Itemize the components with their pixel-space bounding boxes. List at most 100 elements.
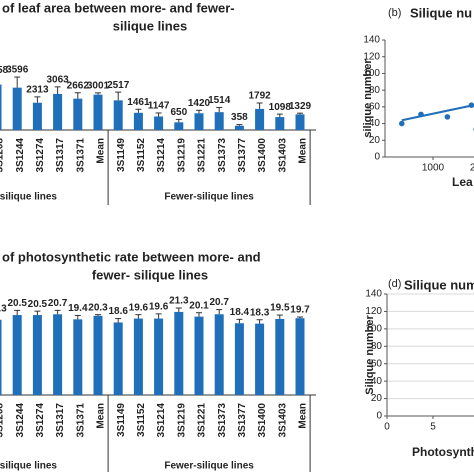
bar xyxy=(234,125,244,130)
scatter-point xyxy=(399,120,405,127)
x-tick-label: Mean xyxy=(298,403,309,429)
chart-title: of leaf area between more- and fewer- xyxy=(2,0,235,15)
y-tick-label: 100 xyxy=(363,68,380,79)
value-label: 18.3 xyxy=(250,307,270,318)
scatter-point xyxy=(444,114,451,120)
x-tick-label: 3S1274 xyxy=(35,138,46,173)
x-tick-label: 3S1208 xyxy=(0,138,6,173)
x-tick-label: 3S1152 xyxy=(136,403,147,437)
value-label: 20.5 xyxy=(7,298,27,309)
value-label: 2662 xyxy=(67,80,90,91)
x-tick-label: 3S1403 xyxy=(277,403,288,438)
value-label: 1461 xyxy=(127,97,150,108)
bar xyxy=(194,316,204,395)
x-tick-label: 3S1214 xyxy=(156,138,167,173)
x-tick-label: 3S1377 xyxy=(237,403,248,438)
value-label: 650 xyxy=(170,107,187,118)
x-axis-label: Lea xyxy=(452,175,473,189)
x-tick-label: 3S1403 xyxy=(277,138,288,173)
bar xyxy=(154,116,164,130)
bar xyxy=(255,108,265,130)
x-tick-label: 3S1373 xyxy=(217,403,228,438)
panel-label: (b) xyxy=(388,7,401,19)
chart-title: Silique nu xyxy=(410,5,472,20)
bar xyxy=(295,114,305,130)
x-tick-label: 3S1149 xyxy=(116,403,127,437)
x-tick-label: 3S1373 xyxy=(217,138,228,173)
value-label: 19.3 xyxy=(0,303,7,314)
value-label: 2313 xyxy=(26,85,49,96)
y-tick-label: 0 xyxy=(376,411,382,422)
value-label: 20.7 xyxy=(48,298,68,309)
bar xyxy=(295,318,305,395)
y-tick-label: 120 xyxy=(363,51,380,62)
x-tick-label: Mean xyxy=(298,138,309,164)
value-label: 3858 xyxy=(0,65,9,76)
x-tick-label: 2000 xyxy=(470,163,474,174)
x-tick-label: 3S1149 xyxy=(116,138,127,172)
x-tick-label: 3S1317 xyxy=(55,138,66,173)
value-label: 20.7 xyxy=(209,297,229,308)
value-label: 1792 xyxy=(248,91,271,102)
x-tick-label: 3S1274 xyxy=(35,403,46,438)
x-tick-label: 3S1152 xyxy=(136,138,147,172)
y-tick-label: 120 xyxy=(365,306,382,317)
y-tick-label: 0 xyxy=(374,152,380,163)
bar xyxy=(73,319,83,395)
group-label: More-silique lines xyxy=(0,192,57,203)
value-label: 19.6 xyxy=(129,302,149,313)
bar xyxy=(133,112,143,130)
bar xyxy=(32,102,42,130)
bar xyxy=(154,318,164,395)
x-tick-label: 3S1214 xyxy=(156,403,167,438)
bar xyxy=(275,117,285,130)
x-tick-label: 3S1371 xyxy=(75,138,86,173)
x-tick-label: 3S1371 xyxy=(75,403,86,438)
scatter-point xyxy=(418,111,424,118)
y-tick-label: 80 xyxy=(369,85,381,96)
group-label: Fewer-silique lines xyxy=(164,461,254,472)
bar xyxy=(53,93,63,130)
value-label: 19.7 xyxy=(290,305,310,316)
x-tick-label: 3S1244 xyxy=(15,138,26,173)
bar xyxy=(32,315,42,395)
x-tick-label: 1000 xyxy=(422,163,445,174)
x-tick-label: 3S1219 xyxy=(176,403,187,438)
bar xyxy=(113,100,123,130)
y-tick-label: 20 xyxy=(369,135,381,146)
value-label: 19.5 xyxy=(270,303,290,314)
bar xyxy=(174,311,184,395)
group-label: More-silique lines xyxy=(0,461,57,472)
value-label: 358 xyxy=(231,112,248,123)
x-tick-label: 3S1400 xyxy=(257,403,268,438)
value-label: 1147 xyxy=(148,101,170,112)
y-tick-label: 40 xyxy=(369,118,381,129)
y-tick-label: 40 xyxy=(371,376,383,387)
value-label: 2517 xyxy=(107,80,130,91)
x-tick-label: 3S1219 xyxy=(176,138,187,173)
group-label: Fewer-silique lines xyxy=(164,192,254,203)
y-tick-label: 80 xyxy=(371,341,383,352)
bar xyxy=(12,87,22,130)
y-tick-label: 20 xyxy=(371,393,383,404)
bar xyxy=(0,319,2,395)
x-tick-label: Mean xyxy=(96,138,107,164)
bar xyxy=(194,113,204,130)
chart-title: fewer- silique lines xyxy=(92,267,208,282)
bar xyxy=(255,323,265,395)
x-tick-label: 3S1244 xyxy=(15,403,26,438)
bar xyxy=(234,323,244,395)
value-label: 1329 xyxy=(289,101,312,112)
y-tick-label: 60 xyxy=(371,358,383,369)
value-label: 19.6 xyxy=(149,302,169,313)
value-label: 19.4 xyxy=(68,303,88,314)
bar xyxy=(73,98,83,130)
bar xyxy=(53,314,63,395)
chart-title: silique lines xyxy=(113,18,187,33)
x-tick-label: 5 xyxy=(430,422,436,433)
bar xyxy=(133,318,143,395)
x-tick-label: 3S1221 xyxy=(197,138,208,173)
x-tick-label: 3S1221 xyxy=(197,403,208,438)
bar xyxy=(174,122,184,130)
